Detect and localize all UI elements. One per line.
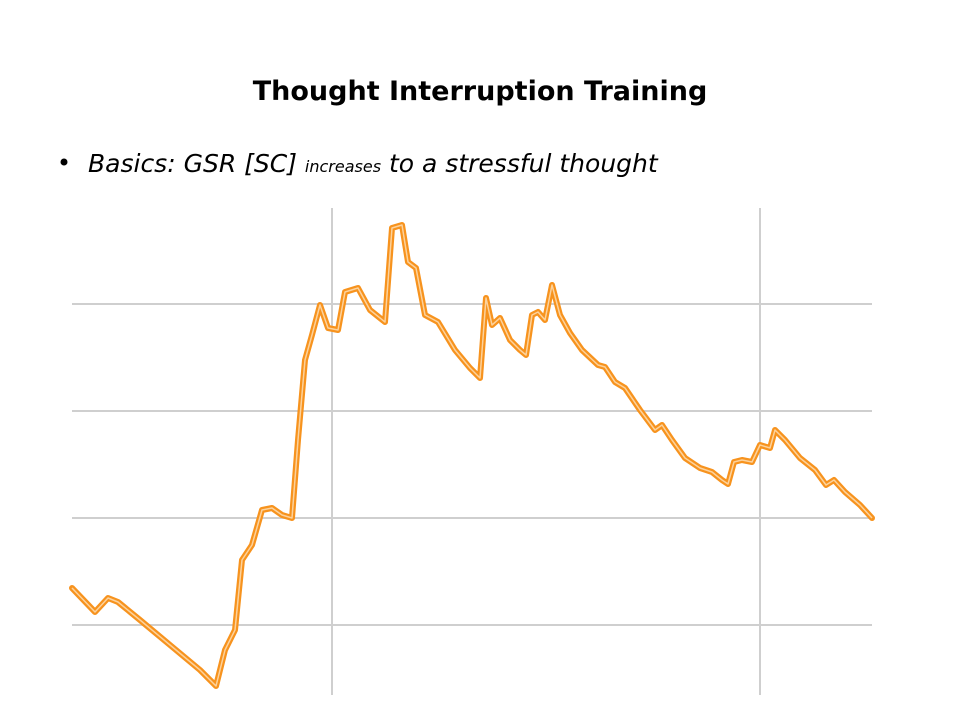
bullet-dot <box>60 158 68 166</box>
bullet-part: Basics: GSR [SC] <box>88 149 305 178</box>
line-outline <box>69 222 875 689</box>
bullet-text: Basics: GSR [SC] increases to a stressfu… <box>88 149 659 178</box>
plot <box>69 208 875 695</box>
line <box>71 224 873 687</box>
bullet-part: to a stressful thought <box>381 149 659 178</box>
bullet-part-small: increases <box>305 157 381 176</box>
slide-title: Thought Interruption Training <box>253 76 708 107</box>
